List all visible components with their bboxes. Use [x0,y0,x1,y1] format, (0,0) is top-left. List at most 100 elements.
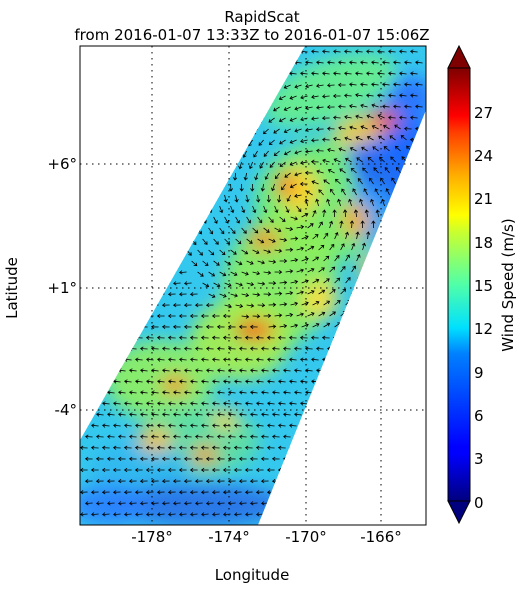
wind-arrow [415,82,423,87]
wind-arrow [227,478,236,484]
wind-arrow [279,324,288,329]
wind-arrow [382,60,390,65]
wind-arrow [258,139,264,146]
wind-arrow [206,434,214,439]
wind-arrow [172,324,181,330]
wind-arrow [329,289,336,295]
wind-arrow [190,379,198,384]
wind-arrow [134,490,143,495]
colorbar-ticks: 0 3 6 9 12 15 18 21 24 27 [474,104,493,512]
wind-arrow [279,237,288,242]
wind-arrow [344,93,352,98]
wind-arrow [294,106,302,111]
wind-arrow [106,478,115,484]
wind-arrow [345,157,352,163]
wind-arrow [112,467,121,473]
wind-arrow [179,512,187,517]
wind-arrow [268,139,275,146]
wind-arrow [322,94,330,99]
wind-arrow [333,49,341,54]
wind-arrow [167,445,176,450]
wind-arrow [202,238,208,245]
wind-arrow [369,177,374,185]
wind-arrow [219,227,225,235]
wind-arrow [232,172,238,181]
wind-arrow [150,324,159,330]
wind-arrow [289,95,297,100]
wind-arrow [323,255,330,262]
wind-arrow [289,183,297,189]
wind-arrow [161,456,170,462]
wind-arrow [310,335,319,340]
wind-arrow [255,467,264,473]
wind-arrow [268,238,276,243]
wind-arrow [190,512,198,517]
wind-arrow [123,445,132,450]
wind-arrow [239,346,247,351]
wind-arrow [206,412,214,417]
wind-arrow [410,49,418,54]
wind-arrow [256,194,261,203]
wind-arrow [197,249,203,256]
wind-arrow [228,346,236,351]
wind-arrow [216,456,225,462]
wind-arrow [384,167,390,174]
wind-speed-patch [190,300,290,380]
wind-arrow [145,445,154,450]
wind-arrow [157,401,165,406]
wind-arrow [326,198,331,207]
wind-arrow [301,301,309,306]
wind-arrow [334,254,340,262]
wind-arrow [195,412,203,417]
wind-arrow [355,136,363,141]
wind-arrow [113,423,121,428]
wind-arrow [349,82,357,87]
wind-arrow [283,412,291,417]
wind-arrow [344,231,349,240]
wind-arrow [112,490,121,495]
wind-arrow [212,357,220,362]
wind-arrow [307,268,315,273]
wind-arrow [263,292,272,297]
wind-arrow [233,490,242,495]
wind-arrow [261,346,269,351]
wind-arrow [312,234,319,240]
wind-arrow [311,49,319,54]
wind-arrow [173,434,181,439]
wind-arrow [223,423,231,428]
chart-subtitle: from 2016-01-07 13:33Z to 2016-01-07 15:… [74,26,429,44]
wind-arrow [139,478,148,484]
wind-arrow [366,49,374,54]
wind-arrow [337,82,346,88]
wind-arrow [168,357,176,362]
wind-arrow [388,93,396,98]
wind-arrow [300,95,308,100]
wind-arrow [189,467,198,473]
wind-arrow [312,300,320,306]
y-tick-label: +1° [47,279,77,297]
wind-arrow [327,83,335,88]
wind-arrow [360,60,368,65]
wind-arrow [206,368,214,373]
wind-arrow [246,216,251,224]
wind-arrow [316,60,324,65]
wind-arrow [279,280,288,285]
wind-arrow [395,166,401,174]
wind-arrow [278,401,286,406]
colorbar-extend-min [447,500,471,525]
wind-arrow [399,71,407,76]
wind-arrow [140,368,148,373]
wind-arrow [167,313,176,319]
wind-arrow [184,412,192,417]
wind-arrow [80,445,88,450]
wind-arrow [318,189,324,196]
wind-arrow [123,467,132,473]
grid-lines [80,46,426,525]
wind-arrow [385,188,390,196]
wind-arrow [361,146,368,152]
wind-arrow [239,368,247,373]
wind-arrow [96,501,104,506]
wind-arrow [345,254,350,262]
wind-arrow [235,303,244,309]
wind-arrow [272,434,280,439]
